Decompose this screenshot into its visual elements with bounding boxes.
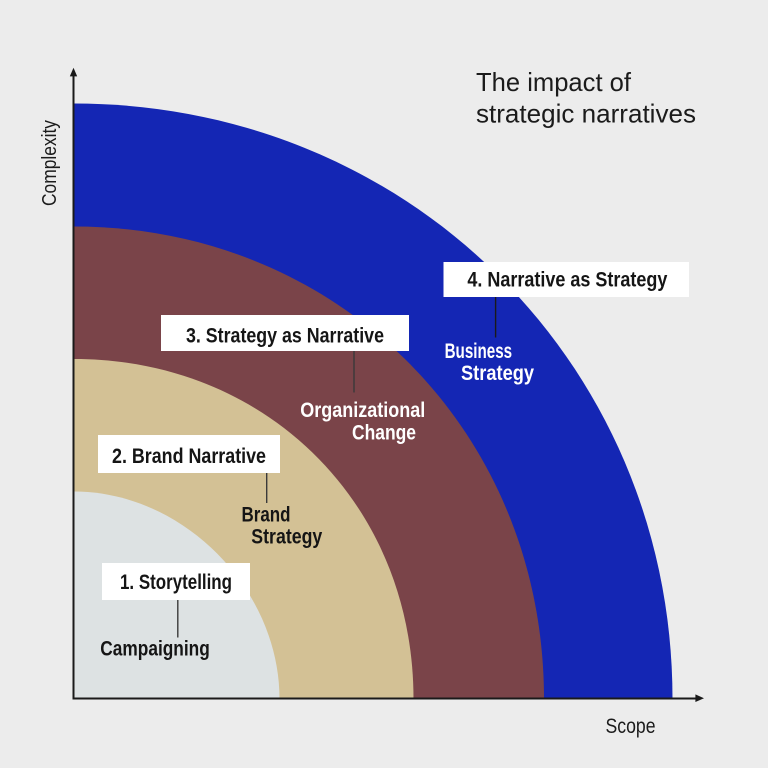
svg-text:1. Storytelling: 1. Storytelling bbox=[120, 571, 232, 594]
svg-text:Scope: Scope bbox=[606, 715, 656, 738]
svg-text:3. Strategy as Narrative: 3. Strategy as Narrative bbox=[186, 324, 384, 347]
svg-text:Change: Change bbox=[352, 422, 416, 445]
svg-text:The impact of: The impact of bbox=[476, 67, 632, 97]
svg-text:Complexity: Complexity bbox=[39, 120, 61, 206]
svg-text:Business: Business bbox=[445, 340, 512, 363]
svg-text:Organizational: Organizational bbox=[300, 399, 425, 422]
svg-text:Brand: Brand bbox=[242, 503, 291, 526]
svg-text:Campaigning: Campaigning bbox=[100, 638, 210, 661]
svg-text:strategic narratives: strategic narratives bbox=[476, 99, 696, 129]
svg-text:Strategy: Strategy bbox=[461, 362, 534, 385]
svg-text:Strategy: Strategy bbox=[251, 525, 322, 548]
svg-text:2. Brand Narrative: 2. Brand Narrative bbox=[112, 445, 266, 468]
svg-text:4. Narrative as Strategy: 4. Narrative as Strategy bbox=[467, 269, 667, 292]
